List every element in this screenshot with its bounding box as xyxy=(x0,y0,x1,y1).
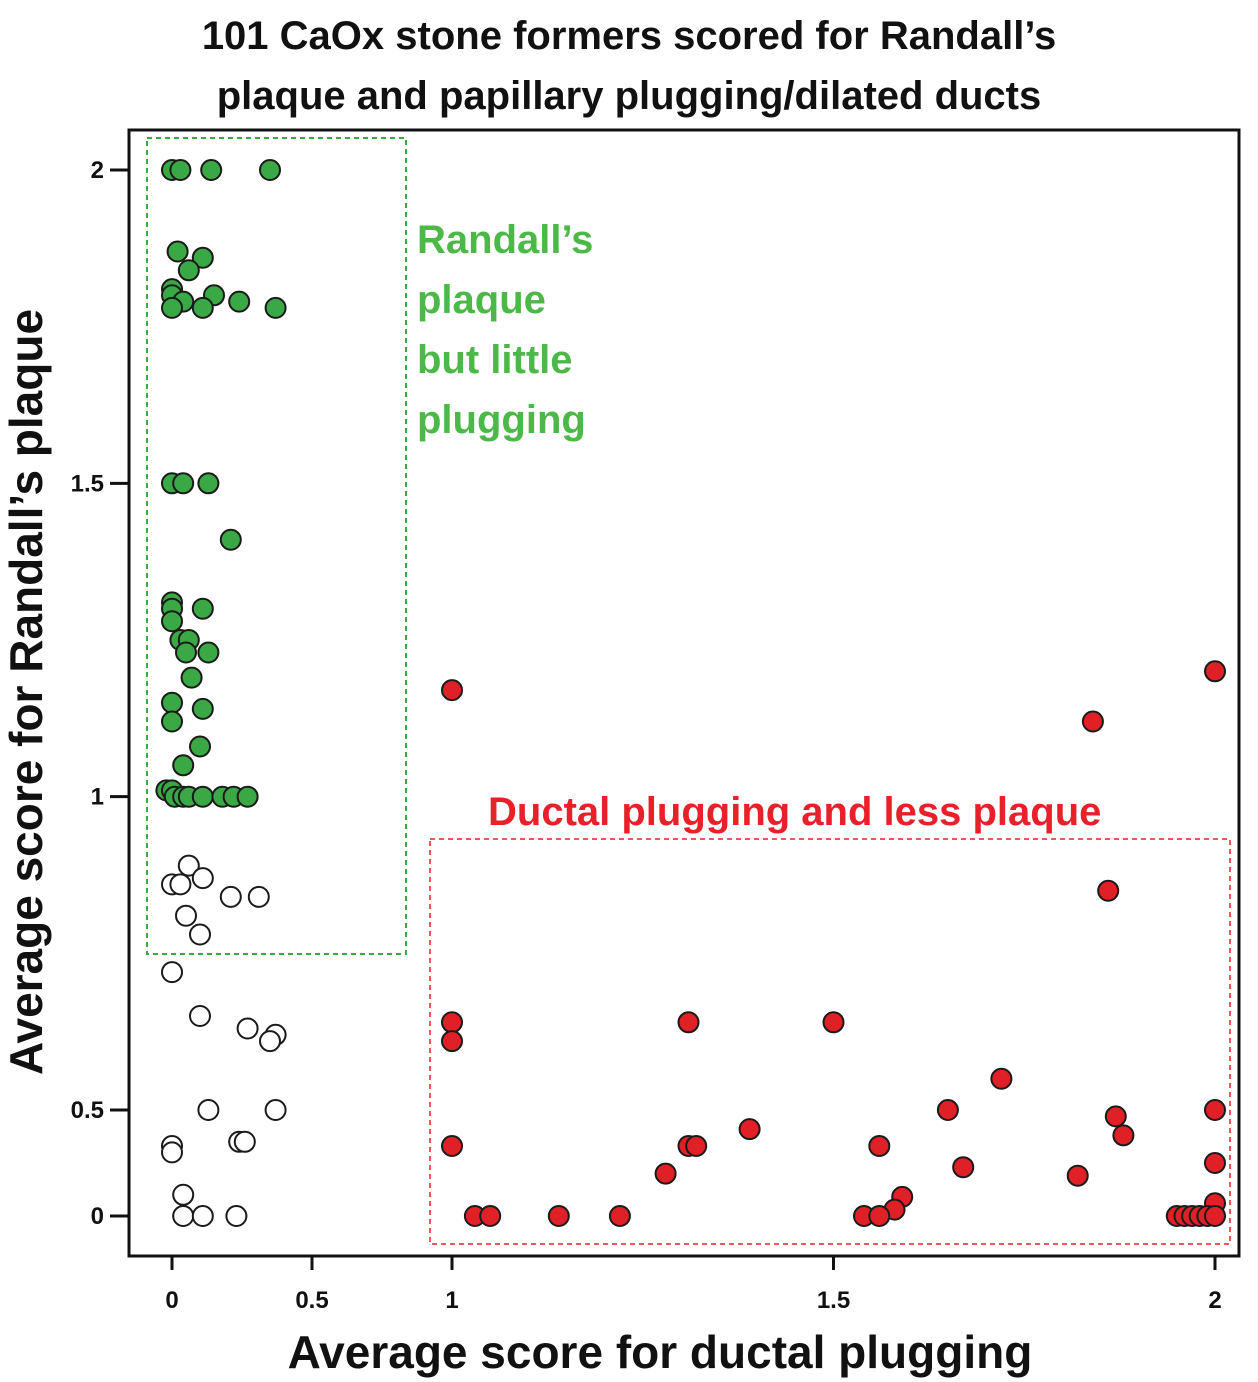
plugging-annotation: Ductal plugging and less plaque xyxy=(488,790,1101,834)
plaque-point xyxy=(200,159,223,181)
x-tick-label: 1 xyxy=(445,1287,458,1314)
plugging-point xyxy=(1204,660,1226,683)
plaque-point xyxy=(191,785,214,808)
open-point xyxy=(236,1017,259,1040)
plaque-point xyxy=(228,290,251,313)
open-point xyxy=(169,873,192,896)
plugging-point xyxy=(441,1135,463,1157)
plaque-point xyxy=(161,691,183,714)
plugging-point xyxy=(936,1099,959,1121)
open-point xyxy=(191,867,214,890)
plaque-point xyxy=(172,754,195,777)
open-point xyxy=(172,1183,195,1206)
open-point xyxy=(189,1005,211,1027)
plugging-point xyxy=(608,1205,631,1227)
chart-title-line-2: plaque and papillary plugging/dilated du… xyxy=(216,74,1042,118)
y-axis-ticks: 0 0.5 1 1.5 2 xyxy=(71,157,129,1230)
plaque-region-box xyxy=(146,137,407,955)
plaque-point xyxy=(161,296,183,319)
plaque-annotation-line-1: Randall’s xyxy=(417,218,593,262)
plaque-point xyxy=(161,710,183,733)
plugging-point xyxy=(822,1011,845,1034)
plugging-point xyxy=(868,1135,891,1157)
plugging-point xyxy=(1081,710,1104,733)
plaque-point xyxy=(169,159,192,181)
plaque-point xyxy=(219,528,242,551)
x-tick-label: 1.5 xyxy=(817,1287,850,1314)
plugging-point xyxy=(1104,1105,1127,1128)
chart-title-line-1: 101 CaOx stone formers scored for Randal… xyxy=(201,14,1057,58)
open-point xyxy=(189,923,211,946)
plaque-point xyxy=(197,641,220,664)
open-point xyxy=(161,1141,183,1164)
plaque-point xyxy=(197,472,220,495)
plaque-point xyxy=(172,472,195,495)
x-tick-label: 0.5 xyxy=(295,1287,328,1314)
y-tick-label: 2 xyxy=(91,157,104,184)
plaque-point xyxy=(166,240,189,263)
data-points xyxy=(155,159,1226,1227)
plaque-point xyxy=(161,610,183,633)
plugging-point xyxy=(1112,1124,1135,1147)
x-axis-ticks: 0 0.5 1 1.5 2 xyxy=(165,1256,1222,1314)
plugging-point xyxy=(990,1067,1013,1090)
plugging-point xyxy=(1066,1164,1089,1187)
plaque-annotation-line-3: but little xyxy=(417,338,573,382)
plugging-point xyxy=(677,1011,700,1034)
open-point xyxy=(172,1205,195,1227)
open-point xyxy=(191,1205,214,1227)
open-point xyxy=(177,854,200,877)
y-tick-label: 1 xyxy=(91,784,104,811)
plugging-point xyxy=(738,1118,761,1141)
open-point xyxy=(264,1099,287,1121)
plugging-point xyxy=(685,1135,708,1157)
plaque-point xyxy=(191,246,214,269)
plugging-point xyxy=(952,1156,975,1179)
plaque-point xyxy=(191,597,214,620)
plugging-point xyxy=(654,1162,677,1185)
y-tick-label: 0 xyxy=(91,1203,104,1230)
plugging-point xyxy=(1097,879,1120,902)
plugging-point xyxy=(1204,1099,1226,1121)
y-axis-title: Average score for Randall’s plaque xyxy=(0,309,52,1075)
plaque-point xyxy=(191,697,214,720)
x-tick-label: 0 xyxy=(165,1287,178,1314)
plaque-point xyxy=(264,296,287,319)
open-point xyxy=(225,1205,248,1227)
open-point xyxy=(259,1030,281,1053)
open-point xyxy=(233,1130,256,1153)
plugging-point xyxy=(441,1030,463,1053)
plugging-point xyxy=(1204,1152,1226,1174)
plugging-region-box xyxy=(429,838,1231,1245)
plaque-point xyxy=(177,259,200,282)
chart-title: 101 CaOx stone formers scored for Randal… xyxy=(0,6,1258,126)
plaque-point xyxy=(236,785,259,808)
plaque-annotation-line-4: plugging xyxy=(417,398,586,442)
plugging-point xyxy=(479,1205,502,1227)
open-point xyxy=(175,904,197,927)
plugging-point xyxy=(1204,1205,1226,1227)
plaque-point xyxy=(259,159,281,181)
y-tick-label: 0.5 xyxy=(71,1097,104,1124)
plugging-point xyxy=(868,1205,891,1227)
open-point xyxy=(197,1099,220,1121)
open-point xyxy=(247,885,270,908)
plaque-point xyxy=(180,666,203,689)
plaque-point xyxy=(191,296,214,319)
y-tick-label: 1.5 xyxy=(71,470,104,497)
plugging-point xyxy=(547,1205,570,1227)
plot-frame xyxy=(127,128,1241,1258)
open-point xyxy=(161,961,183,984)
open-point xyxy=(219,885,242,908)
plugging-point xyxy=(441,679,463,702)
x-tick-label: 2 xyxy=(1208,1287,1221,1314)
x-axis-title: Average score for ductal plugging xyxy=(288,1326,1033,1378)
plugging-point xyxy=(441,1011,463,1034)
plaque-annotation-line-2: plaque xyxy=(417,278,546,322)
plaque-point xyxy=(175,641,197,664)
plaque-point xyxy=(189,735,211,758)
